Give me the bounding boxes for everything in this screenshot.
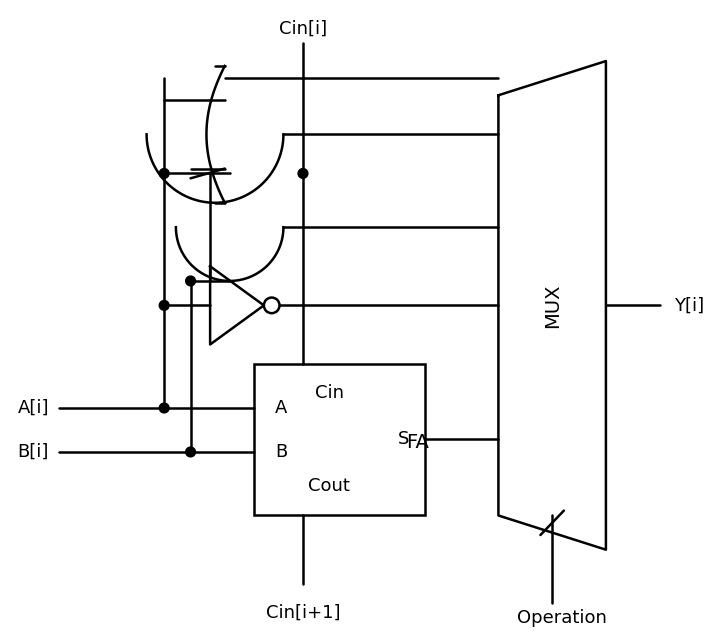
Circle shape: [160, 300, 169, 311]
Circle shape: [186, 447, 196, 457]
Text: FA: FA: [406, 433, 429, 451]
Bar: [254, 364, 425, 516]
Circle shape: [298, 168, 308, 178]
Text: B: B: [275, 443, 287, 461]
Text: Cin[i]: Cin[i]: [279, 20, 327, 38]
Text: Operation: Operation: [517, 609, 607, 627]
Circle shape: [186, 276, 196, 286]
Text: S: S: [398, 430, 409, 448]
Text: B[i]: B[i]: [18, 443, 49, 461]
Text: Cin[i+1]: Cin[i+1]: [265, 604, 340, 622]
Circle shape: [160, 403, 169, 413]
Text: MUX: MUX: [543, 283, 562, 328]
Text: A[i]: A[i]: [18, 399, 49, 417]
Text: Cout: Cout: [309, 477, 350, 495]
Circle shape: [160, 168, 169, 178]
Text: Cin: Cin: [315, 385, 344, 403]
Text: Y[i]: Y[i]: [674, 296, 705, 314]
Text: A: A: [275, 399, 287, 417]
